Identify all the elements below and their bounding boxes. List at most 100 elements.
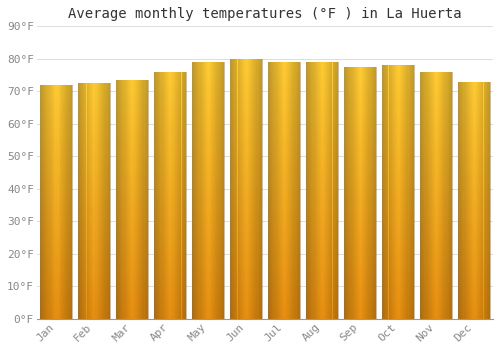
Bar: [116, 231, 148, 235]
Bar: [440, 72, 441, 319]
Bar: [344, 256, 376, 260]
Bar: [116, 195, 148, 199]
Bar: [382, 247, 414, 251]
Bar: [344, 67, 345, 319]
Bar: [382, 243, 414, 247]
Bar: [40, 303, 72, 307]
Bar: [78, 134, 110, 138]
Bar: [420, 105, 452, 109]
Bar: [458, 283, 490, 287]
Bar: [154, 134, 186, 138]
Bar: [203, 62, 204, 319]
Bar: [458, 85, 490, 90]
Bar: [192, 88, 224, 92]
Bar: [110, 83, 111, 319]
Bar: [420, 175, 452, 179]
Bar: [40, 245, 72, 248]
Bar: [230, 63, 262, 68]
Bar: [78, 114, 110, 119]
Bar: [154, 228, 186, 232]
Bar: [420, 113, 452, 117]
Bar: [192, 229, 224, 233]
Bar: [192, 298, 224, 302]
Bar: [420, 167, 452, 171]
Bar: [222, 62, 223, 319]
Bar: [420, 298, 452, 302]
Bar: [268, 272, 300, 276]
Bar: [154, 80, 186, 84]
Bar: [268, 242, 300, 246]
Bar: [476, 82, 477, 319]
Bar: [458, 224, 490, 228]
Bar: [144, 80, 146, 319]
Bar: [120, 80, 121, 319]
Bar: [116, 247, 148, 251]
Bar: [382, 65, 383, 319]
Bar: [268, 190, 300, 195]
Bar: [78, 150, 110, 154]
Bar: [306, 229, 338, 233]
Bar: [129, 80, 130, 319]
Bar: [230, 59, 262, 63]
Bar: [78, 280, 110, 284]
Bar: [40, 260, 72, 264]
Bar: [458, 169, 490, 173]
Bar: [40, 135, 72, 139]
Bar: [131, 80, 132, 319]
Bar: [312, 62, 314, 319]
Bar: [382, 171, 414, 175]
Bar: [423, 72, 424, 319]
Bar: [243, 59, 244, 319]
Bar: [477, 82, 478, 319]
Bar: [116, 112, 148, 116]
Bar: [116, 307, 148, 311]
Bar: [230, 297, 262, 302]
Bar: [116, 175, 148, 180]
Bar: [288, 62, 289, 319]
Bar: [413, 65, 414, 319]
Bar: [420, 302, 452, 307]
Bar: [154, 232, 186, 237]
Bar: [458, 109, 490, 113]
Bar: [40, 194, 72, 198]
Bar: [154, 191, 186, 195]
Bar: [458, 287, 490, 291]
Bar: [382, 116, 414, 120]
Bar: [48, 85, 50, 319]
Bar: [154, 245, 186, 249]
Bar: [116, 251, 148, 255]
Bar: [468, 82, 469, 319]
Bar: [116, 291, 148, 295]
Bar: [65, 85, 66, 319]
Bar: [382, 175, 414, 180]
Bar: [158, 72, 159, 319]
Bar: [306, 144, 338, 148]
Bar: [94, 83, 96, 319]
Bar: [154, 286, 186, 290]
Bar: [284, 62, 286, 319]
Bar: [116, 152, 148, 156]
Bar: [479, 82, 480, 319]
Bar: [220, 62, 222, 319]
Bar: [78, 248, 110, 252]
Bar: [116, 168, 148, 172]
Bar: [420, 183, 452, 187]
Bar: [382, 150, 414, 154]
Bar: [116, 259, 148, 263]
Bar: [50, 85, 52, 319]
Bar: [256, 59, 258, 319]
Bar: [268, 195, 300, 199]
Bar: [344, 67, 376, 71]
Bar: [40, 233, 72, 237]
Bar: [356, 67, 357, 319]
Bar: [306, 156, 338, 161]
Bar: [458, 264, 490, 267]
Bar: [362, 67, 364, 319]
Bar: [193, 62, 194, 319]
Bar: [458, 188, 490, 192]
Bar: [364, 67, 365, 319]
Bar: [40, 276, 72, 280]
Bar: [420, 187, 452, 191]
Bar: [78, 315, 110, 319]
Bar: [478, 82, 479, 319]
